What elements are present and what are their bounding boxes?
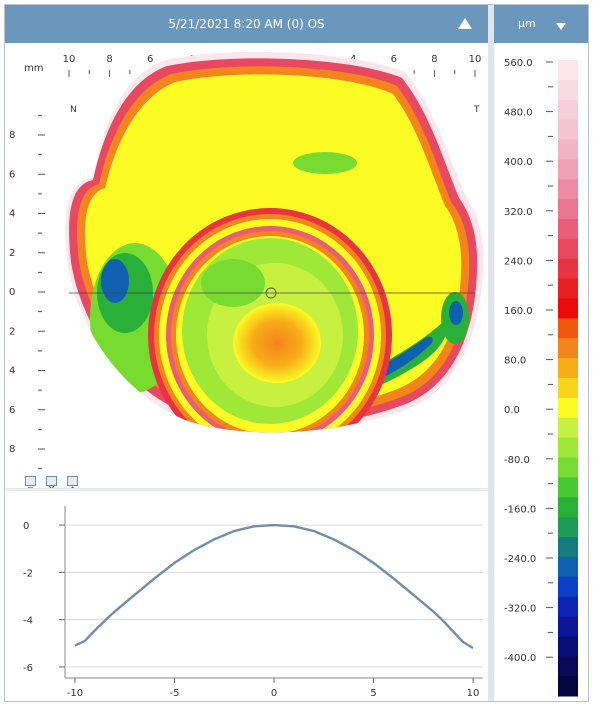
x-tick-label: 10 [63,54,76,65]
y-tick-label: 6 [9,169,15,180]
scale-label: 400.0 [504,157,533,168]
y-tick-label: 4 [9,366,15,377]
temporal-label: T [473,105,480,115]
y-tick-label: 8 [9,444,15,455]
y-tick-label: 4 [9,209,15,220]
color-swatch [558,179,578,200]
exam-title: 5/21/2021 8:20 AM (0) OS [168,17,325,31]
color-swatch [558,537,578,558]
color-scale: 560.0 480.0 400.0 320.0 240.0 160.0 80.0 0.0 -80… [494,43,588,701]
nasal-label: N [70,105,77,115]
color-scale-svg: 560.0 480.0 400.0 320.0 240.0 160.0 80.0 0.0 -80… [504,58,578,697]
scale-label: 560.0 [504,58,533,69]
x-tick-label: -5 [169,688,179,699]
panel-frame [4,4,589,702]
unit-label: µm [518,17,536,30]
y-tick-label: 6 [9,405,15,416]
color-swatch [558,636,578,657]
color-swatch [558,199,578,220]
x-tick-label: 8 [106,54,112,65]
scale-label: 0.0 [504,405,520,416]
scale-label: 160.0 [504,306,533,317]
color-swatch [558,517,578,538]
profile-plot: -10 -5 0 5 10 0 -2 -4 -6 [5,492,488,702]
color-swatch [558,60,578,81]
color-swatch [558,79,578,101]
x-tick-label: 0 [271,688,277,699]
color-swatch [558,318,578,339]
minus-icon[interactable] [25,476,36,489]
color-swatch [558,477,578,498]
profile-line [74,523,474,650]
color-swatch [558,219,578,240]
x-tick-label: 6 [147,54,153,65]
color-swatch [558,139,578,160]
color-swatch [558,159,578,180]
color-swatch [558,457,578,478]
x-tick-label: 10 [467,688,480,699]
color-swatch [558,258,578,280]
scale-label: -320.0 [504,604,536,615]
x-axis-unit: mm [24,63,43,74]
color-swatch [558,556,578,578]
topography-map[interactable]: mm N T 10 8 6 4 2 0 2 4 6 8 10 8 6 4 2 0 2 4 6 8 [5,43,488,475]
x-tick-label: 10 [469,54,482,65]
scale-label: 320.0 [504,207,533,218]
section-divider[interactable] [5,488,488,491]
y-tick-label: -6 [23,663,33,674]
scale-label: 480.0 [504,108,533,119]
x-tick-label: 6 [391,54,397,65]
exam-header[interactable]: 5/21/2021 8:20 AM (0) OS [5,5,488,43]
unit-selector[interactable]: µm [494,5,588,43]
center-marker [265,287,277,299]
cornea-map [65,51,484,433]
y-tick-label: 0 [23,521,29,532]
color-swatch [558,576,578,598]
scale-label: -240.0 [504,554,536,565]
color-swatch [558,397,578,419]
chevron-down-icon[interactable] [46,476,57,490]
color-swatch [558,497,578,518]
color-swatch [558,437,578,458]
color-swatch [558,99,578,121]
triangle-down-icon[interactable] [556,23,566,30]
color-swatch [558,358,578,379]
color-swatch [558,238,578,260]
x-tick-label: 8 [431,54,437,65]
scale-label: 80.0 [504,356,526,367]
x-tick-label: 5 [370,688,376,699]
chevron-up-icon[interactable] [67,476,78,491]
color-swatch [558,378,578,399]
color-swatch [558,656,578,677]
color-swatch [558,596,578,617]
color-swatch [558,417,578,439]
triangle-up-icon[interactable] [458,18,472,29]
topography-svg: mm N T 10 8 6 4 2 0 2 4 6 8 10 8 6 4 2 0 2 4 6 8 [9,51,484,470]
x-tick-label: -10 [67,688,83,699]
y-tick-label: 0 [9,287,15,298]
scale-label: -160.0 [504,504,536,515]
profile-svg: -10 -5 0 5 10 0 -2 -4 -6 [23,506,483,699]
color-swatch [558,298,578,319]
y-tick-label: 2 [9,248,15,259]
y-tick-label: -2 [23,568,33,579]
y-axis-ticks: 8 6 4 2 0 2 4 6 8 [9,114,45,470]
y-tick-label: 2 [9,326,15,337]
y-tick-label: -4 [23,616,33,627]
panel-splitter[interactable] [488,5,494,701]
color-swatch [558,119,578,140]
y-tick-label: 8 [9,130,15,141]
color-swatch [558,338,578,359]
color-swatch [558,616,578,637]
scale-label: -80.0 [504,455,530,466]
color-swatch [558,278,578,299]
scale-label: 240.0 [504,256,533,267]
color-swatch [558,676,578,697]
scale-label: -400.0 [504,653,536,664]
